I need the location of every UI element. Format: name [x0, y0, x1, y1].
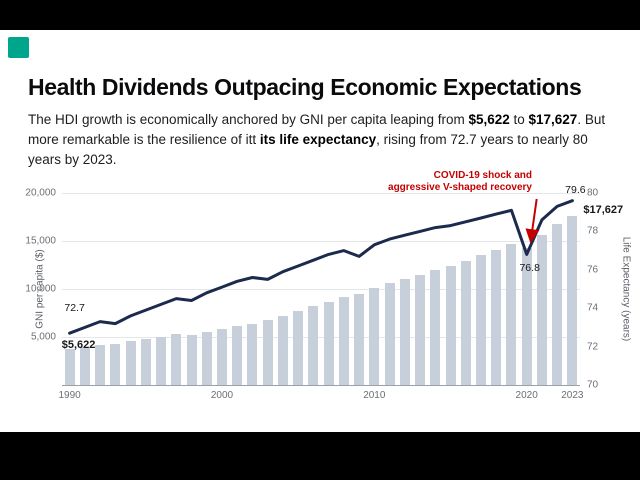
gni-bar: [277, 315, 288, 385]
gni-bar: [110, 343, 121, 385]
right-axis-tick-label: 78: [587, 225, 599, 237]
gni-bar: [415, 274, 425, 385]
gni-bar: [232, 326, 243, 385]
gridline: [62, 289, 580, 290]
right-axis-tick-label: 76: [587, 264, 599, 276]
subtitle-segment: The HDI growth is economically anchored …: [28, 112, 469, 127]
gni-bar: [338, 296, 349, 385]
gridline: [62, 337, 580, 338]
gni-bar: [552, 223, 563, 385]
gni-bar: [247, 323, 258, 385]
x-axis-tick-label: 2020: [515, 390, 538, 401]
gni-bar: [156, 336, 166, 385]
gni-bar: [399, 279, 410, 385]
label-covid-dip-value: 76.8: [519, 262, 540, 275]
subtitle-segment: to: [509, 112, 529, 127]
label-end-life-expectancy: 79.6: [565, 183, 586, 196]
label-end-gni: $17,627: [583, 203, 624, 216]
gni-bar: [201, 332, 212, 385]
gni-bar: [186, 335, 197, 385]
gni-bar: [369, 288, 380, 385]
gni-bar: [445, 266, 456, 385]
left-axis-tick-label: 15,000: [25, 235, 56, 247]
x-axis-tick-label: 1990: [58, 390, 81, 401]
right-axis-tick-label: 70: [587, 379, 599, 391]
gni-bar: [293, 311, 304, 385]
chart-title: Health Dividends Outpacing Economic Expe…: [28, 74, 582, 100]
gni-bar: [79, 346, 90, 385]
gni-bar: [64, 348, 75, 385]
x-axis-tick-label: 2023: [561, 390, 584, 401]
gni-bar: [430, 269, 441, 385]
covid-annotation-line1: COVID-19 shock and: [433, 170, 532, 181]
brand-logo: [8, 37, 29, 58]
covid-annotation-line2: aggressive V-shaped recovery: [388, 182, 532, 193]
x-axis-tick-label: 2000: [210, 390, 234, 401]
gni-bar: [567, 215, 578, 385]
gni-bar: [262, 320, 273, 385]
left-axis-tick-label: 20,000: [25, 187, 56, 199]
subtitle-segment: its life expectancy: [259, 132, 377, 147]
right-axis-tick-label: 80: [587, 187, 599, 199]
subtitle-segment: . But more remarkable is the resilience …: [28, 112, 606, 147]
gni-bar: [217, 329, 227, 385]
gni-bar: [323, 301, 334, 385]
gni-bar: [384, 283, 395, 385]
right-axis-title: Life Expectancy (years): [620, 236, 632, 342]
right-axis-tick-label: 74: [587, 302, 599, 314]
subtitle-segment: $5,622: [468, 112, 510, 127]
gni-bar: [308, 306, 319, 385]
label-start-life-expectancy: 72.7: [64, 302, 85, 315]
gni-bar: [506, 243, 517, 385]
gni-bar: [491, 249, 502, 385]
x-axis-tick-label: 2010: [363, 390, 386, 401]
gni-bar: [536, 235, 547, 385]
gni-bar: [140, 338, 151, 385]
subtitle-segment: , rising from 72.7 years to nearly 80 ye…: [28, 132, 588, 167]
left-axis-tick-label: 5,000: [30, 331, 56, 343]
label-start-gni: $5,622: [61, 339, 96, 352]
gni-bar: [95, 345, 106, 385]
gni-bar: [171, 334, 182, 385]
gni-bar: [460, 261, 471, 385]
gridline: [62, 241, 580, 242]
left-axis-tick-label: 10,000: [25, 283, 56, 295]
gni-bar: [354, 293, 365, 385]
subtitle-segment: $17,627: [528, 112, 578, 127]
x-axis-line: [62, 385, 580, 386]
chart-subtitle: The HDI growth is economically anchored …: [28, 110, 610, 170]
covid-annotation: COVID-19 shock and aggressive V-shaped r…: [332, 170, 532, 194]
gni-bar: [125, 341, 136, 385]
gni-bar: [476, 255, 486, 385]
gridline: [62, 193, 580, 194]
right-axis-tick-label: 72: [587, 341, 599, 353]
